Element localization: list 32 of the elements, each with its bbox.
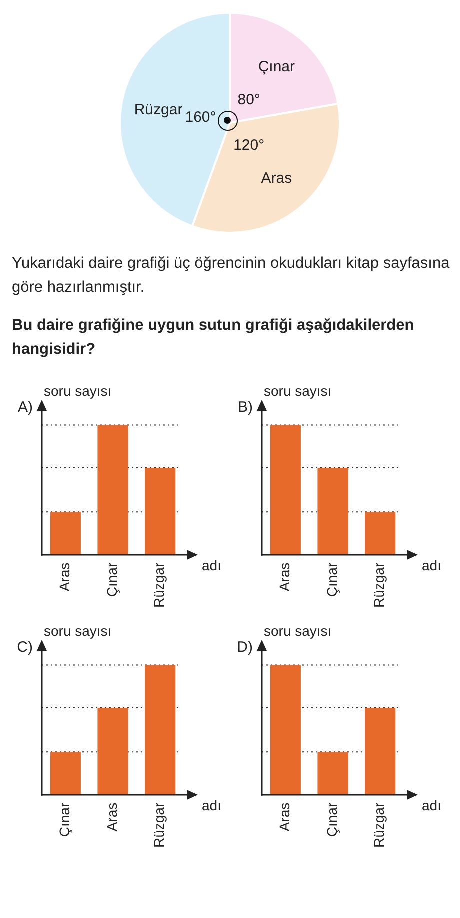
x-tick-label: Çınar xyxy=(324,802,340,838)
x-axis-title: adı xyxy=(422,798,442,814)
x-tick-label: Rüzgar xyxy=(151,562,168,608)
chart-title: B) xyxy=(238,399,254,416)
x-tick-label: Çınar xyxy=(324,562,340,598)
x-axis-title: adı xyxy=(202,558,222,574)
slice-label: Aras xyxy=(261,170,292,187)
x-tick-label: Çınar xyxy=(104,562,120,598)
x-tick-label: Rüzgar xyxy=(151,802,168,848)
x-tick-label: Aras xyxy=(276,802,293,832)
data-label: 160° xyxy=(185,108,216,126)
slice-label: Rüzgar xyxy=(134,102,183,119)
x-tick-label: Rüzgar xyxy=(371,802,388,848)
text: Bu daire grafiğine uygun sutun grafiği aşağıdakilerden hangisidir? xyxy=(12,316,416,360)
chart-title: C) xyxy=(17,639,34,656)
x-axis-title: adı xyxy=(202,798,222,814)
x-axis-title: adı xyxy=(422,558,442,574)
y-axis-title: soru sayısı xyxy=(264,382,332,399)
text: Yukarıdaki daire grafiği üç öğrencinin okudukları kitap sayfasına göre hazırlanmıştır. xyxy=(12,254,451,298)
data-label: 120° xyxy=(234,136,265,154)
chart-title: A) xyxy=(18,399,34,416)
x-tick-label: Aras xyxy=(276,562,293,592)
y-axis-title: soru sayısı xyxy=(264,622,332,639)
y-axis-title: soru sayısı xyxy=(44,622,112,639)
y-axis-title: soru sayısı xyxy=(44,382,112,399)
slice-label: Çınar xyxy=(258,58,296,76)
chart-title: D) xyxy=(237,639,254,656)
x-tick-label: Aras xyxy=(56,562,73,592)
x-tick-label: Çınar xyxy=(56,802,73,838)
x-tick-label: Aras xyxy=(104,802,120,832)
data-label: 80° xyxy=(238,91,260,108)
x-tick-label: Rüzgar xyxy=(371,562,388,608)
